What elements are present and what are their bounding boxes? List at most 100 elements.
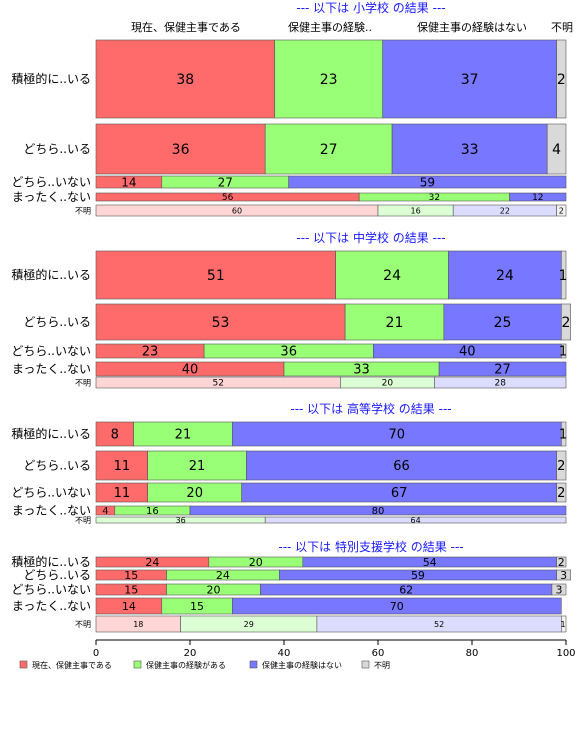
column-header: 不明 bbox=[551, 21, 573, 34]
column-header: 保健主事の経験.. bbox=[288, 20, 372, 34]
segment-value-label: 16 bbox=[411, 206, 421, 215]
x-axis-tick-label: 80 bbox=[466, 648, 479, 659]
segment-value-label: 24 bbox=[216, 569, 230, 582]
bar-segment-none bbox=[264, 516, 567, 524]
bar-segment-unknown bbox=[556, 482, 567, 503]
row-label: まったく..ない bbox=[12, 190, 91, 204]
bar-segment-unknown bbox=[546, 123, 567, 175]
segment-value-label: 53 bbox=[212, 315, 230, 331]
segment-value-label: 29 bbox=[244, 620, 254, 629]
segment-value-label: 27 bbox=[320, 142, 338, 158]
segment-value-label: 56 bbox=[222, 193, 234, 203]
segment-value-label: 38 bbox=[176, 72, 194, 88]
panel-title: --- 以下は 特別支援学校 の結果 --- bbox=[278, 539, 463, 554]
x-axis-tick-label: 0 bbox=[93, 648, 99, 659]
segment-value-label: 33 bbox=[461, 142, 479, 158]
segment-value-label: 4 bbox=[552, 142, 561, 158]
segment-value-label: 36 bbox=[280, 345, 297, 360]
segment-value-label: 52 bbox=[212, 379, 223, 389]
segment-value-label: 4 bbox=[102, 506, 108, 517]
x-axis-tick-label: 40 bbox=[278, 648, 291, 659]
bar-segment-none bbox=[382, 39, 557, 119]
bar-segment-unknown bbox=[556, 569, 571, 581]
bar-segment-none bbox=[246, 450, 557, 481]
row-label: 積極的に..いる bbox=[11, 71, 91, 86]
row-label: どちら..いる bbox=[23, 315, 91, 329]
row-label: どちら..いる bbox=[23, 459, 91, 473]
segment-value-label: 27 bbox=[218, 175, 233, 189]
bar-segment-experienced bbox=[274, 39, 384, 119]
bar-segment-none bbox=[443, 303, 562, 341]
row-label: 不明 bbox=[75, 379, 91, 388]
segment-value-label: 33 bbox=[353, 363, 370, 378]
segment-value-label: 32 bbox=[429, 193, 440, 203]
segment-value-label: 54 bbox=[423, 556, 437, 569]
legend-label: 保健主事の経験がある bbox=[146, 660, 226, 670]
bar-segment-none bbox=[438, 361, 567, 377]
row-label: どちら..いない bbox=[11, 486, 91, 500]
panel-title: --- 以下は 小学校 の結果 --- bbox=[296, 0, 445, 15]
bar-segment-none bbox=[448, 250, 562, 300]
row-label: どちら..いない bbox=[11, 344, 91, 358]
row-label: 積極的に..いる bbox=[11, 554, 91, 569]
segment-value-label: 2 bbox=[559, 206, 564, 215]
segment-value-label: 11 bbox=[114, 459, 131, 474]
x-axis-tick-label: 100 bbox=[556, 648, 575, 659]
row-label: 不明 bbox=[75, 516, 91, 525]
legend-swatch bbox=[19, 660, 28, 669]
legend-swatch bbox=[361, 660, 370, 669]
segment-value-label: 70 bbox=[390, 600, 404, 613]
segment-value-label: 1 bbox=[559, 345, 567, 360]
segment-value-label: 15 bbox=[124, 569, 138, 582]
segment-value-label: 21 bbox=[386, 315, 404, 331]
bar-segment-unknown bbox=[556, 556, 567, 568]
segment-value-label: 37 bbox=[461, 72, 479, 88]
segment-value-label: 2 bbox=[557, 72, 566, 88]
segment-value-label: 27 bbox=[494, 363, 511, 378]
bar-segment-none bbox=[232, 421, 562, 447]
bar-segment-unknown bbox=[551, 583, 567, 596]
segment-value-label: 2 bbox=[562, 315, 571, 331]
segment-value-label: 25 bbox=[494, 315, 512, 331]
bar-segment-unknown bbox=[556, 450, 567, 481]
bar-segment-none bbox=[288, 175, 567, 189]
segment-value-label: 3 bbox=[555, 583, 562, 596]
legend-label: 現在、保健主事である bbox=[32, 660, 112, 670]
bar-segment-unknown bbox=[560, 343, 567, 359]
bar-segment-unknown bbox=[556, 204, 567, 217]
bar-segment-unknown bbox=[560, 615, 567, 633]
segment-value-label: 62 bbox=[399, 583, 413, 596]
bar-segment-current bbox=[95, 303, 346, 341]
row-label: どちら..いない bbox=[11, 175, 91, 189]
bar-segment-none bbox=[189, 505, 567, 516]
bar-segment-none bbox=[509, 192, 567, 202]
segment-value-label: 24 bbox=[145, 556, 159, 569]
segment-value-label: 20 bbox=[186, 486, 203, 501]
segment-value-label: 15 bbox=[124, 583, 138, 596]
bar-segment-unknown bbox=[560, 250, 567, 300]
legend-label: 不明 bbox=[374, 661, 390, 670]
bar-segment-experienced bbox=[335, 250, 449, 300]
segment-value-label: 40 bbox=[459, 345, 476, 360]
row-label: まったく..ない bbox=[12, 362, 91, 376]
panel-title: --- 以下は 高等学校 の結果 --- bbox=[290, 401, 451, 416]
legend-swatch bbox=[133, 660, 142, 669]
bar-segment-current bbox=[95, 250, 336, 300]
segment-value-label: 1 bbox=[560, 620, 565, 629]
panel-title: --- 以下は 中学校 の結果 --- bbox=[296, 230, 445, 245]
segment-value-label: 36 bbox=[172, 142, 190, 158]
row-label: 積極的に..いる bbox=[11, 267, 91, 282]
row-label: 不明 bbox=[75, 620, 91, 629]
column-header: 保健主事の経験はない bbox=[417, 20, 527, 34]
segment-value-label: 40 bbox=[182, 363, 199, 378]
segment-value-label: 80 bbox=[372, 506, 385, 517]
segment-value-label: 21 bbox=[175, 428, 192, 443]
bar-segment-experienced bbox=[264, 123, 393, 175]
bar-segment-none bbox=[232, 597, 562, 615]
segment-value-label: 15 bbox=[190, 600, 204, 613]
segment-value-label: 21 bbox=[189, 459, 206, 474]
legend-label: 保健主事の経験はない bbox=[262, 660, 342, 670]
bar-segment-unknown bbox=[560, 421, 567, 447]
segment-value-label: 2 bbox=[558, 556, 565, 569]
row-label: 不明 bbox=[75, 207, 91, 216]
